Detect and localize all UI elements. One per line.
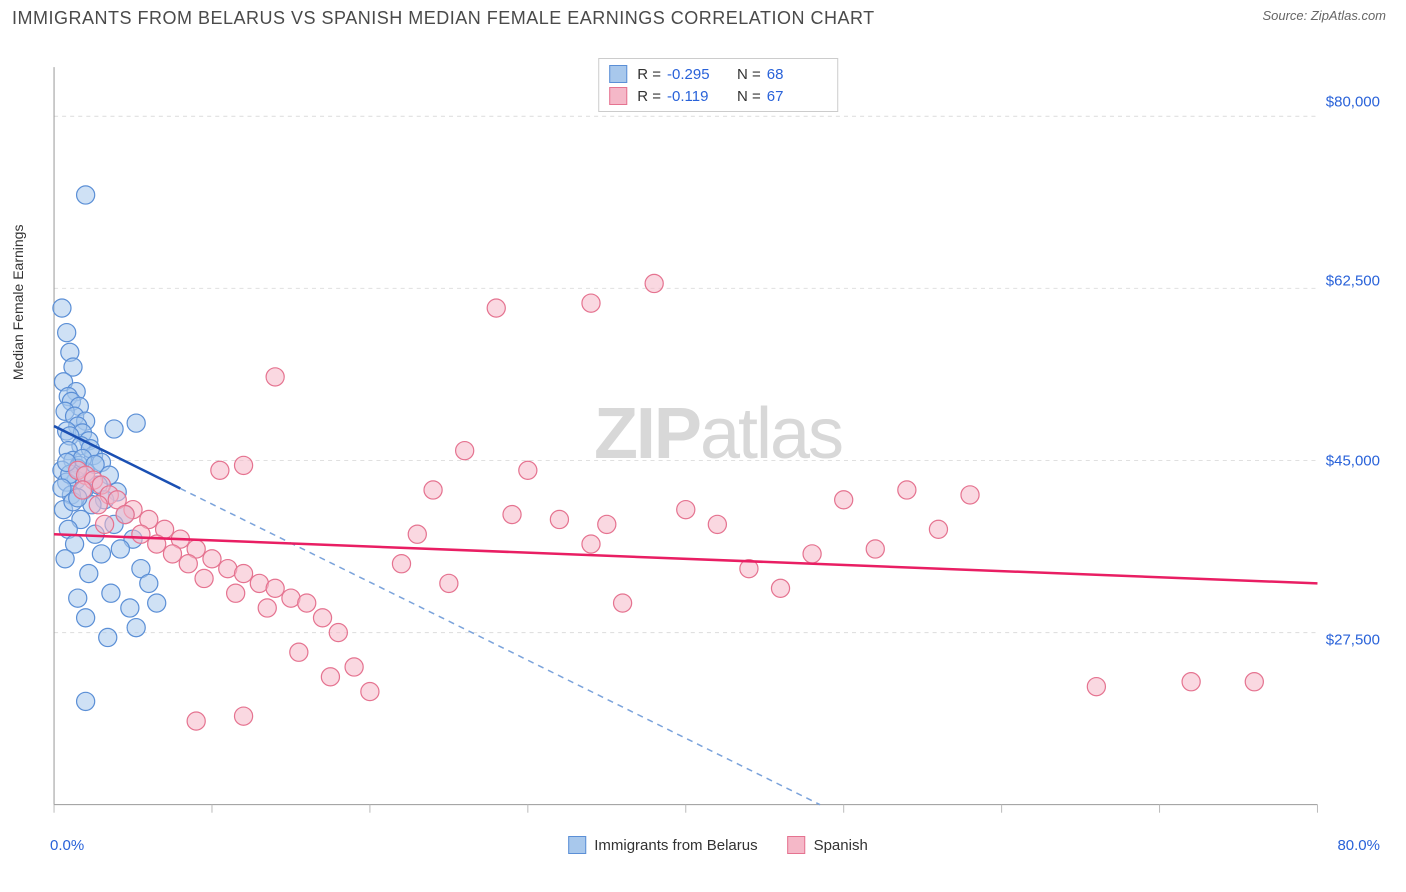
legend-item-spanish: Spanish xyxy=(788,836,868,854)
swatch-spanish-icon xyxy=(788,836,806,854)
chart-title: IMMIGRANTS FROM BELARUS VS SPANISH MEDIA… xyxy=(12,8,875,29)
y-tick-label: $62,500 xyxy=(1326,273,1380,290)
y-tick-label: $80,000 xyxy=(1326,93,1380,110)
swatch-spanish-icon xyxy=(609,87,627,105)
stats-legend: R = -0.295 N = 68 R = -0.119 N = 67 xyxy=(598,58,838,112)
x-axis-max-label: 80.0% xyxy=(1337,837,1380,854)
chart-area: Median Female Earnings ZIPatlas R = -0.2… xyxy=(48,40,1388,860)
x-axis-min-label: 0.0% xyxy=(50,837,84,854)
y-axis-label: Median Female Earnings xyxy=(10,225,26,381)
y-tick-label: $45,000 xyxy=(1326,452,1380,469)
series-legend: Immigrants from Belarus Spanish xyxy=(568,836,868,854)
source-citation: Source: ZipAtlas.com xyxy=(1262,8,1386,23)
chart-header: IMMIGRANTS FROM BELARUS VS SPANISH MEDIA… xyxy=(0,0,1406,33)
y-tick-label: $27,500 xyxy=(1326,632,1380,649)
scatter-plot xyxy=(48,40,1388,860)
legend-item-belarus: Immigrants from Belarus xyxy=(568,836,757,854)
swatch-belarus-icon xyxy=(609,65,627,83)
stats-row-spanish: R = -0.119 N = 67 xyxy=(609,85,827,107)
stats-row-belarus: R = -0.295 N = 68 xyxy=(609,63,827,85)
swatch-belarus-icon xyxy=(568,836,586,854)
